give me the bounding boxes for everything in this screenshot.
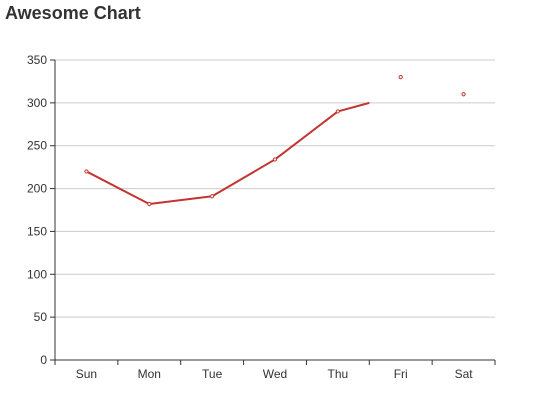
x-tick-label: Fri bbox=[394, 367, 408, 381]
x-tick-label: Tue bbox=[202, 367, 223, 381]
series-line bbox=[85, 101, 370, 205]
chart-title: Awesome Chart bbox=[5, 3, 141, 23]
x-tick-label: Mon bbox=[138, 367, 161, 381]
x-tick-label: Thu bbox=[328, 367, 349, 381]
line-point bbox=[272, 157, 278, 162]
y-tick-label: 300 bbox=[27, 96, 47, 110]
x-tick-label: Sun bbox=[76, 367, 97, 381]
y-tick-label: 0 bbox=[40, 353, 47, 367]
line-point bbox=[84, 169, 89, 174]
y-tick-label: 150 bbox=[27, 224, 47, 238]
line-point bbox=[335, 109, 340, 114]
y-tick-label: 100 bbox=[27, 267, 47, 281]
scatter-point bbox=[398, 75, 403, 80]
line-point bbox=[210, 194, 215, 199]
scatter-point bbox=[461, 92, 466, 97]
y-tick-label: 50 bbox=[34, 310, 48, 324]
y-tick-label: 200 bbox=[27, 182, 47, 196]
x-tick-label: Sat bbox=[455, 367, 474, 381]
y-tick-label: 350 bbox=[27, 53, 47, 67]
x-tick-label: Wed bbox=[263, 367, 287, 381]
line-point bbox=[147, 201, 152, 207]
y-tick-label: 250 bbox=[27, 139, 47, 153]
